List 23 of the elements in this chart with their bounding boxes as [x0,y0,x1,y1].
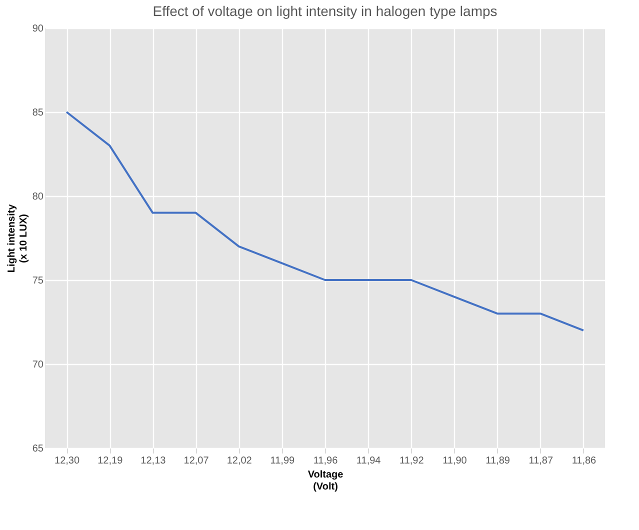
x-tick-label: 11,87 [528,456,554,466]
y-tick-label: 75 [32,276,44,286]
x-tick-label: 11,89 [486,456,510,466]
y-tick-label: 85 [32,108,44,118]
x-axis-title: Voltage (Volt) [308,470,344,492]
x-tick-label: 11,94 [356,456,382,466]
chart-title: Effect of voltage on light intensity in halogen type lamps [152,3,498,19]
y-tick-label: 70 [32,360,44,370]
x-tick-label: 11,96 [313,456,338,466]
x-tick-label: 11,99 [270,456,295,466]
x-tick-label: 11,92 [400,456,424,466]
x-tick-label: 11,90 [442,456,468,466]
y-axis-title: Light intensity (x 10 LUX) [6,204,30,273]
x-tick-label: 12,30 [54,456,80,466]
y-tick-label: 65 [32,444,44,454]
x-tick-label: 12,07 [184,456,210,466]
x-tick-label: 11,86 [572,456,597,466]
y-tick-label: 90 [32,24,44,34]
y-tick-label: 80 [32,192,44,202]
line-series [66,111,584,332]
x-tick-label: 12,02 [226,456,252,466]
x-tick-label: 12,19 [98,456,124,466]
x-tick-label: 12,13 [140,456,166,466]
